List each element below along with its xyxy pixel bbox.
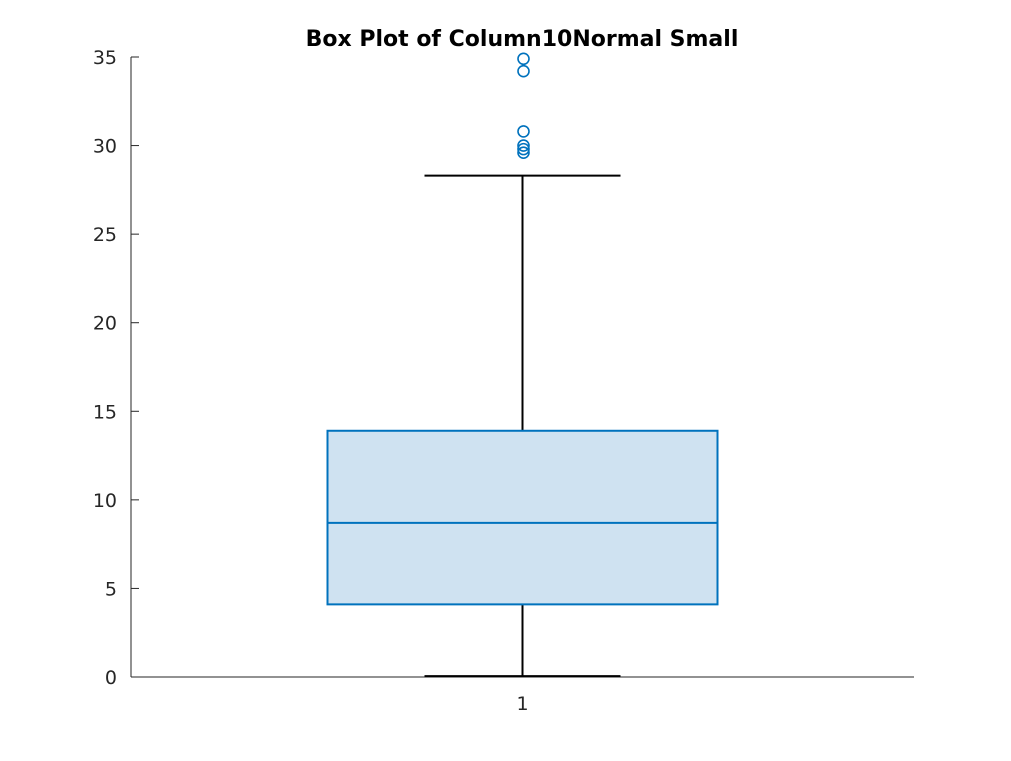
chart-title: Box Plot of Column10Normal Small [306, 27, 739, 52]
y-tick-label: 10 [93, 490, 117, 512]
y-tick-label: 30 [93, 136, 117, 158]
outlier-point [517, 142, 530, 156]
y-tick-label: 0 [105, 667, 117, 689]
outlier-point [517, 125, 530, 138]
x-tick-label: 1 [516, 693, 528, 715]
interquartile-box [326, 429, 719, 606]
y-tick-label: 15 [93, 401, 117, 423]
y-tick-label: 25 [93, 224, 117, 246]
plot-area: 0 5 10 15 20 25 30 35 1 [93, 47, 914, 715]
y-tick-label: 20 [93, 313, 117, 335]
outlier-point [517, 139, 530, 152]
y-tick-label: 5 [105, 578, 117, 600]
y-tick-label: 35 [93, 47, 117, 69]
outlier-point [517, 146, 530, 159]
outlier-point [517, 64, 530, 78]
outlier-point [517, 52, 530, 66]
